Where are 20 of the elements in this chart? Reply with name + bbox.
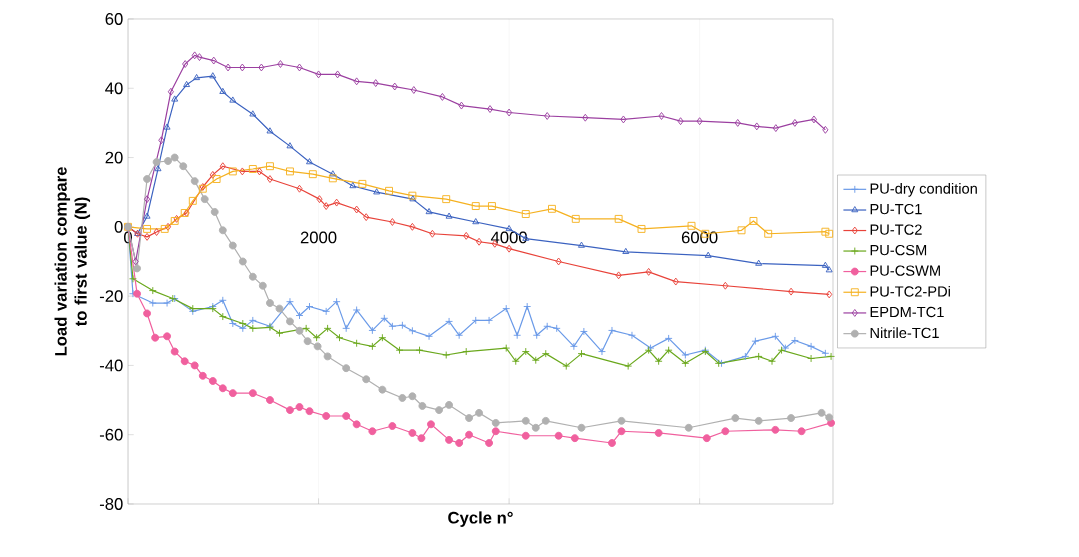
legend-label: PU-TC2-PDi: [870, 285, 950, 297]
legend-label: PU-TC2: [870, 224, 922, 235]
y-tick-label: -60: [99, 428, 123, 441]
y-tick-label: -20: [99, 290, 123, 303]
y-tick-label: 60: [105, 13, 123, 25]
x-tick-label: 6000: [681, 231, 718, 244]
x-axis-title: Cycle n°: [448, 511, 513, 527]
y-axis-title: Load variation compare to first value (N): [54, 167, 91, 356]
legend-label: PU-TC1: [870, 203, 922, 215]
legend-label: Nitrile-TC1: [870, 327, 939, 339]
y-tick-label: 40: [105, 82, 123, 95]
y-tick-label: -80: [99, 498, 123, 510]
legend-label: PU-CSM: [870, 244, 927, 256]
legend-label: EPDM-TC1: [870, 306, 944, 318]
y-tick-label: -40: [99, 359, 123, 372]
y-tick-label: 0: [114, 220, 123, 233]
legend-label: PU-CSWM: [870, 265, 940, 276]
x-tick-label: 2000: [300, 231, 337, 244]
y-tick-label: 20: [105, 151, 123, 164]
legend-label: PU-dry condition: [870, 183, 977, 197]
